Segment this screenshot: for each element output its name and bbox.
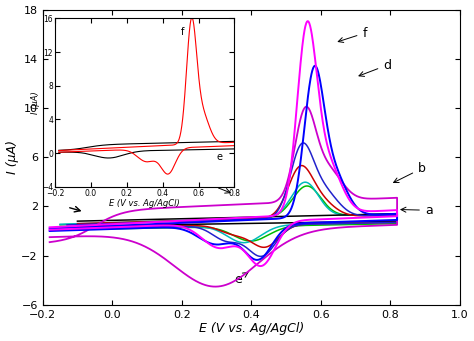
Text: a: a [401,204,433,217]
Y-axis label: I (μA): I (μA) [6,140,18,174]
Text: c: c [206,178,230,193]
Text: d: d [359,59,391,76]
Text: e: e [234,272,248,286]
Text: b: b [393,162,426,182]
Text: f: f [338,27,367,42]
X-axis label: E (V vs. Ag/AgCl): E (V vs. Ag/AgCl) [199,323,304,336]
